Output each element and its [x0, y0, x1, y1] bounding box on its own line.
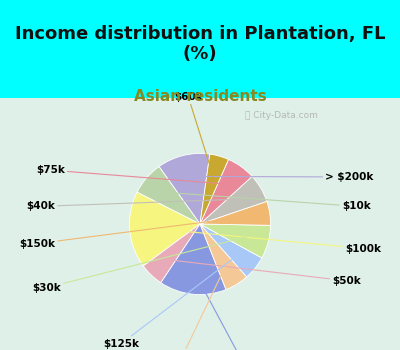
Wedge shape [143, 224, 200, 283]
Text: Income distribution in Plantation, FL
(%): Income distribution in Plantation, FL (%… [15, 25, 385, 63]
Wedge shape [200, 176, 267, 224]
Text: Asian residents: Asian residents [134, 89, 266, 104]
Text: ⓘ City-Data.com: ⓘ City-Data.com [245, 111, 318, 120]
Text: $100k: $100k [151, 228, 381, 253]
Text: $50k: $50k [166, 259, 361, 286]
Text: $150k: $150k [19, 217, 248, 248]
Wedge shape [200, 224, 262, 277]
Wedge shape [200, 224, 270, 258]
Text: $40k: $40k [26, 199, 242, 211]
Text: $200k: $200k [195, 273, 259, 350]
Wedge shape [159, 153, 210, 224]
Wedge shape [200, 160, 252, 224]
Text: $125k: $125k [103, 254, 238, 349]
Wedge shape [161, 224, 226, 295]
Wedge shape [200, 154, 228, 224]
Text: $10k: $10k [163, 192, 371, 211]
Wedge shape [200, 224, 247, 289]
Text: $20k: $20k [168, 266, 226, 350]
Text: $75k: $75k [36, 165, 228, 184]
Wedge shape [130, 192, 200, 266]
Wedge shape [200, 201, 270, 225]
Text: $60k: $60k [174, 92, 214, 177]
Text: $30k: $30k [32, 237, 247, 293]
Text: > $200k: > $200k [188, 172, 374, 182]
Wedge shape [137, 167, 200, 224]
